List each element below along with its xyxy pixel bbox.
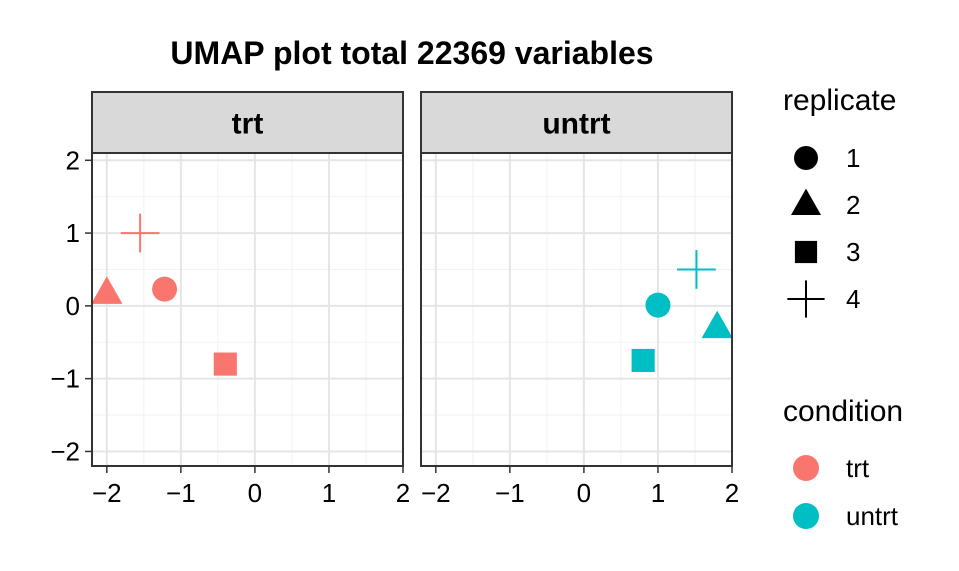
panel-border	[91, 152, 404, 467]
legend-key-untrt	[793, 503, 819, 529]
x-axis: −2 −1 0 1 2	[92, 466, 410, 508]
x-tick-label: 2	[396, 478, 410, 508]
chart-title: UMAP plot total 22369 variables	[170, 35, 653, 71]
data-points	[91, 213, 237, 376]
facet-strip	[91, 91, 404, 154]
x-tick-label: 1	[651, 478, 665, 508]
legend-replicate-label: 3	[846, 237, 860, 267]
legend-replicate-title: replicate	[783, 84, 896, 117]
legend-replicate: replicate 1 2 3 4	[783, 84, 896, 318]
legend-replicate-label: 2	[846, 190, 860, 220]
x-axis: −2 −1 0 1 2	[421, 466, 739, 508]
panel-background	[421, 153, 732, 466]
data-points	[631, 250, 733, 373]
x-tick-label: −1	[495, 478, 525, 508]
y-axis: 2 1 0 −1 −2	[50, 145, 92, 466]
x-tick-label: 1	[322, 478, 336, 508]
y-tick-label: 2	[66, 145, 80, 175]
x-tick-label: 0	[248, 478, 262, 508]
panel-background	[92, 153, 403, 466]
data-point-trt-rep1	[152, 276, 178, 302]
data-point-untrt-rep4	[677, 250, 716, 289]
legend-replicate-label: 1	[846, 143, 860, 173]
facet-panel-untrt: untrt −2 −1 0 1 2	[420, 91, 739, 508]
legend-condition-title: condition	[783, 395, 903, 428]
legend-key-circle	[794, 146, 818, 170]
y-tick-label: 1	[66, 218, 80, 248]
data-point-untrt-rep2	[701, 310, 733, 339]
legend-key-square	[794, 240, 818, 264]
legends: replicate 1 2 3 4 condition trt untrt	[783, 84, 903, 531]
y-tick-label: −1	[50, 364, 80, 394]
data-point-trt-rep3	[213, 352, 237, 376]
data-point-untrt-rep1	[645, 292, 671, 318]
y-tick-label: 0	[66, 291, 80, 321]
x-tick-label: −1	[166, 478, 196, 508]
legend-key-plus	[787, 280, 825, 318]
x-tick-label: 2	[725, 478, 739, 508]
legend-condition-label: trt	[846, 453, 870, 483]
x-tick-label: −2	[421, 478, 451, 508]
x-tick-label: −2	[92, 478, 122, 508]
facet-strip	[420, 91, 733, 154]
x-tick-label: 0	[577, 478, 591, 508]
legend-key-trt	[793, 455, 819, 481]
data-point-untrt-rep3	[631, 348, 655, 373]
panel-border	[420, 152, 733, 467]
y-tick-label: −2	[50, 436, 80, 466]
legend-replicate-label: 4	[846, 284, 860, 314]
legend-condition: condition trt untrt	[783, 395, 903, 531]
legend-condition-label: untrt	[846, 501, 899, 531]
legend-key-triangle	[791, 188, 821, 216]
facet-panel-trt: trt −2 −1 0 1 2	[91, 91, 410, 508]
facet-panels: 2 1 0 −1 −2 trt −2 −1 0 1 2 untrt −2 −1 0 1 2	[50, 91, 739, 508]
facet-strip-label: untrt	[542, 108, 610, 141]
data-point-trt-rep4	[120, 213, 160, 253]
data-point-trt-rep2	[91, 276, 123, 304]
facet-strip-label: trt	[232, 108, 264, 141]
